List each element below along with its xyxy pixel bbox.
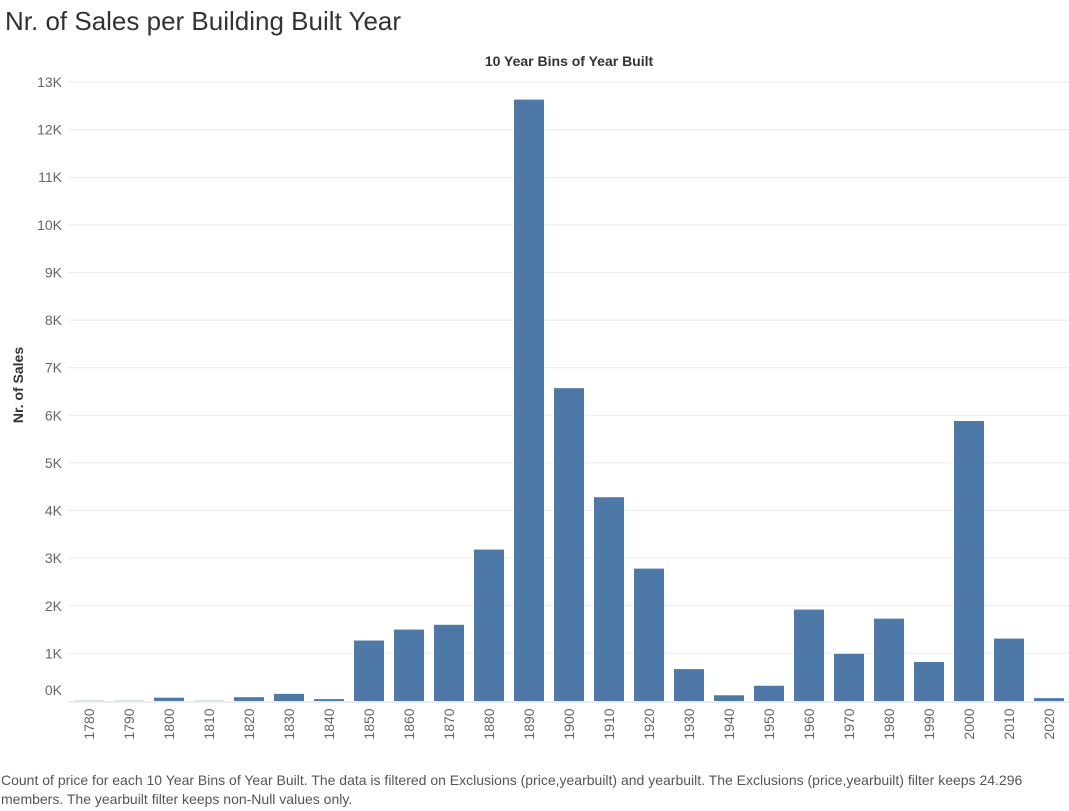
bar-1870[interactable]: [434, 624, 464, 701]
y-tick-label: 13K: [37, 74, 63, 90]
y-tick-label: 7K: [45, 360, 63, 376]
x-axis-ticks: 1780 1790 1800 1810 1820 1830 1840 1850 1860 1870…: [81, 708, 1057, 739]
page-title: Nr. of Sales per Building Built Year: [5, 6, 402, 36]
x-tick-label: 2000: [961, 708, 977, 739]
x-tick-label: 1880: [481, 708, 497, 739]
x-tick-label: 1870: [441, 708, 457, 739]
y-axis-title: Nr. of Sales: [10, 347, 26, 423]
y-tick-label: 5K: [45, 455, 63, 471]
x-tick-label: 1840: [321, 708, 337, 739]
x-tick-label: 1950: [761, 708, 777, 739]
x-tick-label: 1920: [641, 708, 657, 739]
bar-1880[interactable]: [474, 549, 504, 701]
bar-1920[interactable]: [634, 568, 664, 701]
bar-chart: 10 Year Bins of Year Built Nr. of Sales …: [10, 53, 1069, 740]
x-tick-label: 1860: [401, 708, 417, 739]
bar-1940[interactable]: [714, 695, 744, 701]
x-tick-label: 1830: [281, 708, 297, 739]
x-tick-label: 1890: [521, 708, 537, 739]
chart-title: 10 Year Bins of Year Built: [485, 53, 654, 69]
x-tick-label: 1930: [681, 708, 697, 739]
bar-1800[interactable]: [154, 697, 184, 701]
x-tick-label: 1820: [241, 708, 257, 739]
bar-1980[interactable]: [874, 618, 904, 701]
y-axis-ticks: 0K 1K 2K 3K 4K 5K 6K 7K 8K 9K 10K 11K 12K 13K: [37, 74, 63, 698]
bar-1910[interactable]: [594, 497, 624, 701]
x-tick-label: 1940: [721, 708, 737, 739]
y-tick-label: 10K: [37, 217, 63, 233]
x-tick-label: 1990: [921, 708, 937, 739]
x-tick-label: 2020: [1041, 708, 1057, 739]
x-tick-label: 1960: [801, 708, 817, 739]
bar-1990[interactable]: [914, 661, 944, 701]
y-tick-label: 3K: [45, 550, 63, 566]
y-tick-label: 6K: [45, 407, 63, 423]
x-tick-label: 1980: [881, 708, 897, 739]
x-tick-label: 1780: [81, 708, 97, 739]
x-tick-label: 1800: [161, 708, 177, 739]
x-tick-label: 1910: [601, 708, 617, 739]
bar-1950[interactable]: [754, 685, 784, 701]
bar-1860[interactable]: [394, 629, 424, 701]
bars: [74, 99, 1064, 702]
x-tick-label: 1850: [361, 708, 377, 739]
bar-2000[interactable]: [954, 421, 984, 701]
chart-caption: Count of price for each 10 Year Bins of …: [1, 772, 1023, 807]
x-tick-label: 1810: [201, 708, 217, 739]
y-tick-label: 12K: [37, 122, 63, 138]
y-tick-label: 9K: [45, 264, 63, 280]
x-tick-label: 1970: [841, 708, 857, 739]
bar-1820[interactable]: [234, 697, 264, 701]
y-tick-label: 1K: [45, 645, 63, 661]
bar-1900[interactable]: [554, 388, 584, 701]
y-tick-label: 2K: [45, 598, 63, 614]
y-tick-label: 8K: [45, 312, 63, 328]
bar-1850[interactable]: [354, 640, 384, 701]
bar-1840[interactable]: [314, 699, 344, 701]
x-tick-label: 1900: [561, 708, 577, 739]
bar-1890[interactable]: [514, 99, 544, 702]
y-tick-label: 11K: [38, 169, 63, 185]
bar-1960[interactable]: [794, 609, 824, 701]
bar-2010[interactable]: [994, 638, 1024, 701]
bar-1930[interactable]: [674, 669, 704, 701]
y-tick-label: 0K: [45, 682, 63, 698]
x-tick-label: 2010: [1001, 708, 1017, 739]
bar-1970[interactable]: [834, 653, 864, 701]
bar-2020[interactable]: [1034, 698, 1064, 701]
x-tick-label: 1790: [121, 708, 137, 739]
y-tick-label: 4K: [45, 503, 63, 519]
bar-1830[interactable]: [274, 693, 304, 701]
